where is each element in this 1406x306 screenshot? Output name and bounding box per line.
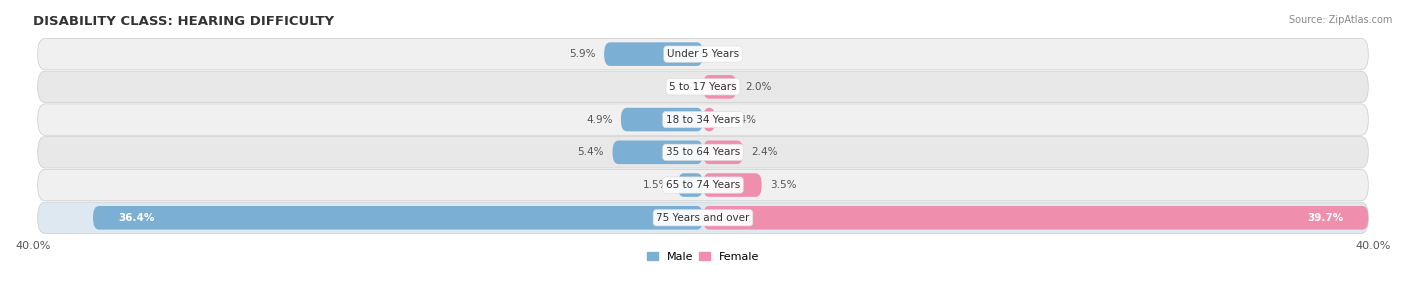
Text: 5 to 17 Years: 5 to 17 Years — [669, 82, 737, 92]
Text: 0.0%: 0.0% — [711, 49, 738, 59]
Text: 5.9%: 5.9% — [569, 49, 596, 59]
Text: 65 to 74 Years: 65 to 74 Years — [666, 180, 740, 190]
Text: 3.5%: 3.5% — [770, 180, 797, 190]
FancyBboxPatch shape — [38, 169, 1368, 201]
Text: 5.4%: 5.4% — [578, 147, 605, 157]
FancyBboxPatch shape — [38, 104, 1368, 135]
Text: 1.5%: 1.5% — [643, 180, 669, 190]
FancyBboxPatch shape — [605, 42, 703, 66]
Text: 4.9%: 4.9% — [586, 114, 613, 125]
Text: 35 to 64 Years: 35 to 64 Years — [666, 147, 740, 157]
FancyBboxPatch shape — [678, 173, 703, 197]
Text: 0.74%: 0.74% — [724, 114, 756, 125]
FancyBboxPatch shape — [38, 202, 1368, 233]
FancyBboxPatch shape — [38, 38, 1368, 70]
FancyBboxPatch shape — [93, 206, 703, 230]
Text: Source: ZipAtlas.com: Source: ZipAtlas.com — [1288, 15, 1392, 25]
Text: DISABILITY CLASS: HEARING DIFFICULTY: DISABILITY CLASS: HEARING DIFFICULTY — [32, 15, 333, 28]
Text: 36.4%: 36.4% — [118, 213, 155, 223]
Legend: Male, Female: Male, Female — [643, 247, 763, 266]
FancyBboxPatch shape — [38, 136, 1368, 168]
FancyBboxPatch shape — [703, 173, 762, 197]
FancyBboxPatch shape — [38, 71, 1368, 103]
Text: Under 5 Years: Under 5 Years — [666, 49, 740, 59]
Text: 0.0%: 0.0% — [668, 82, 695, 92]
FancyBboxPatch shape — [703, 140, 744, 164]
FancyBboxPatch shape — [621, 108, 703, 131]
FancyBboxPatch shape — [703, 108, 716, 131]
Text: 18 to 34 Years: 18 to 34 Years — [666, 114, 740, 125]
Text: 75 Years and over: 75 Years and over — [657, 213, 749, 223]
FancyBboxPatch shape — [703, 75, 737, 99]
Text: 2.0%: 2.0% — [745, 82, 772, 92]
Text: 2.4%: 2.4% — [752, 147, 778, 157]
Text: 39.7%: 39.7% — [1308, 213, 1343, 223]
FancyBboxPatch shape — [703, 206, 1368, 230]
FancyBboxPatch shape — [613, 140, 703, 164]
